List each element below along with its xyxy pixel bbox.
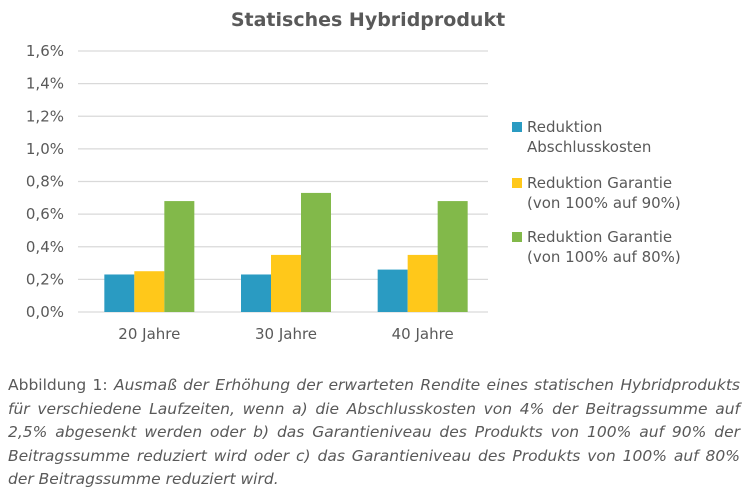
bar <box>271 254 301 312</box>
bar <box>407 254 438 312</box>
y-tick-label: 1,0% <box>26 140 64 158</box>
y-tick-label: 0,8% <box>26 173 64 191</box>
legend-item: Reduktion Garantie (von 100% auf 90%) <box>512 173 681 213</box>
chart-title: Statisches Hybridprodukt <box>231 9 505 31</box>
legend-swatch <box>512 178 522 188</box>
legend-item: Reduktion Abschlusskosten <box>512 117 651 157</box>
y-tick-label: 0,0% <box>26 303 64 321</box>
bar <box>241 274 271 312</box>
bar <box>377 269 408 312</box>
legend-label: Reduktion Garantie (von 100% auf 90%) <box>527 174 681 212</box>
y-tick-label: 1,2% <box>26 107 64 125</box>
y-tick-label: 0,2% <box>26 270 64 288</box>
x-tick-label: 30 Jahre <box>255 325 317 343</box>
figure-caption: Abbildung 1: Ausmaß der Erhöhung der erw… <box>8 374 740 492</box>
x-tick-label: 40 Jahre <box>392 325 454 343</box>
y-tick-label: 0,6% <box>26 205 64 223</box>
legend-label: Reduktion Abschlusskosten <box>527 118 652 156</box>
y-tick-label: 0,4% <box>26 238 64 256</box>
x-tick-label: 20 Jahre <box>118 325 180 343</box>
caption-text: Ausmaß der Erhöhung der erwarteten Rendi… <box>8 376 740 488</box>
bar <box>301 192 331 312</box>
legend-swatch <box>512 232 522 242</box>
caption-label: Abbildung 1: <box>8 376 114 394</box>
legend-label: Reduktion Garantie (von 100% auf 80%) <box>527 228 681 266</box>
bar <box>437 201 468 312</box>
bar-chart: Statisches Hybridprodukt 0,0% 0,2% 0,4% 0,6… <box>26 9 505 343</box>
bar <box>104 274 135 312</box>
legend-item: Reduktion Garantie (von 100% auf 80%) <box>512 227 681 267</box>
legend-swatch <box>512 122 522 132</box>
bar <box>164 201 195 312</box>
y-tick-label: 1,6% <box>26 42 64 60</box>
y-tick-label: 1,4% <box>26 75 64 93</box>
bar <box>134 271 165 312</box>
